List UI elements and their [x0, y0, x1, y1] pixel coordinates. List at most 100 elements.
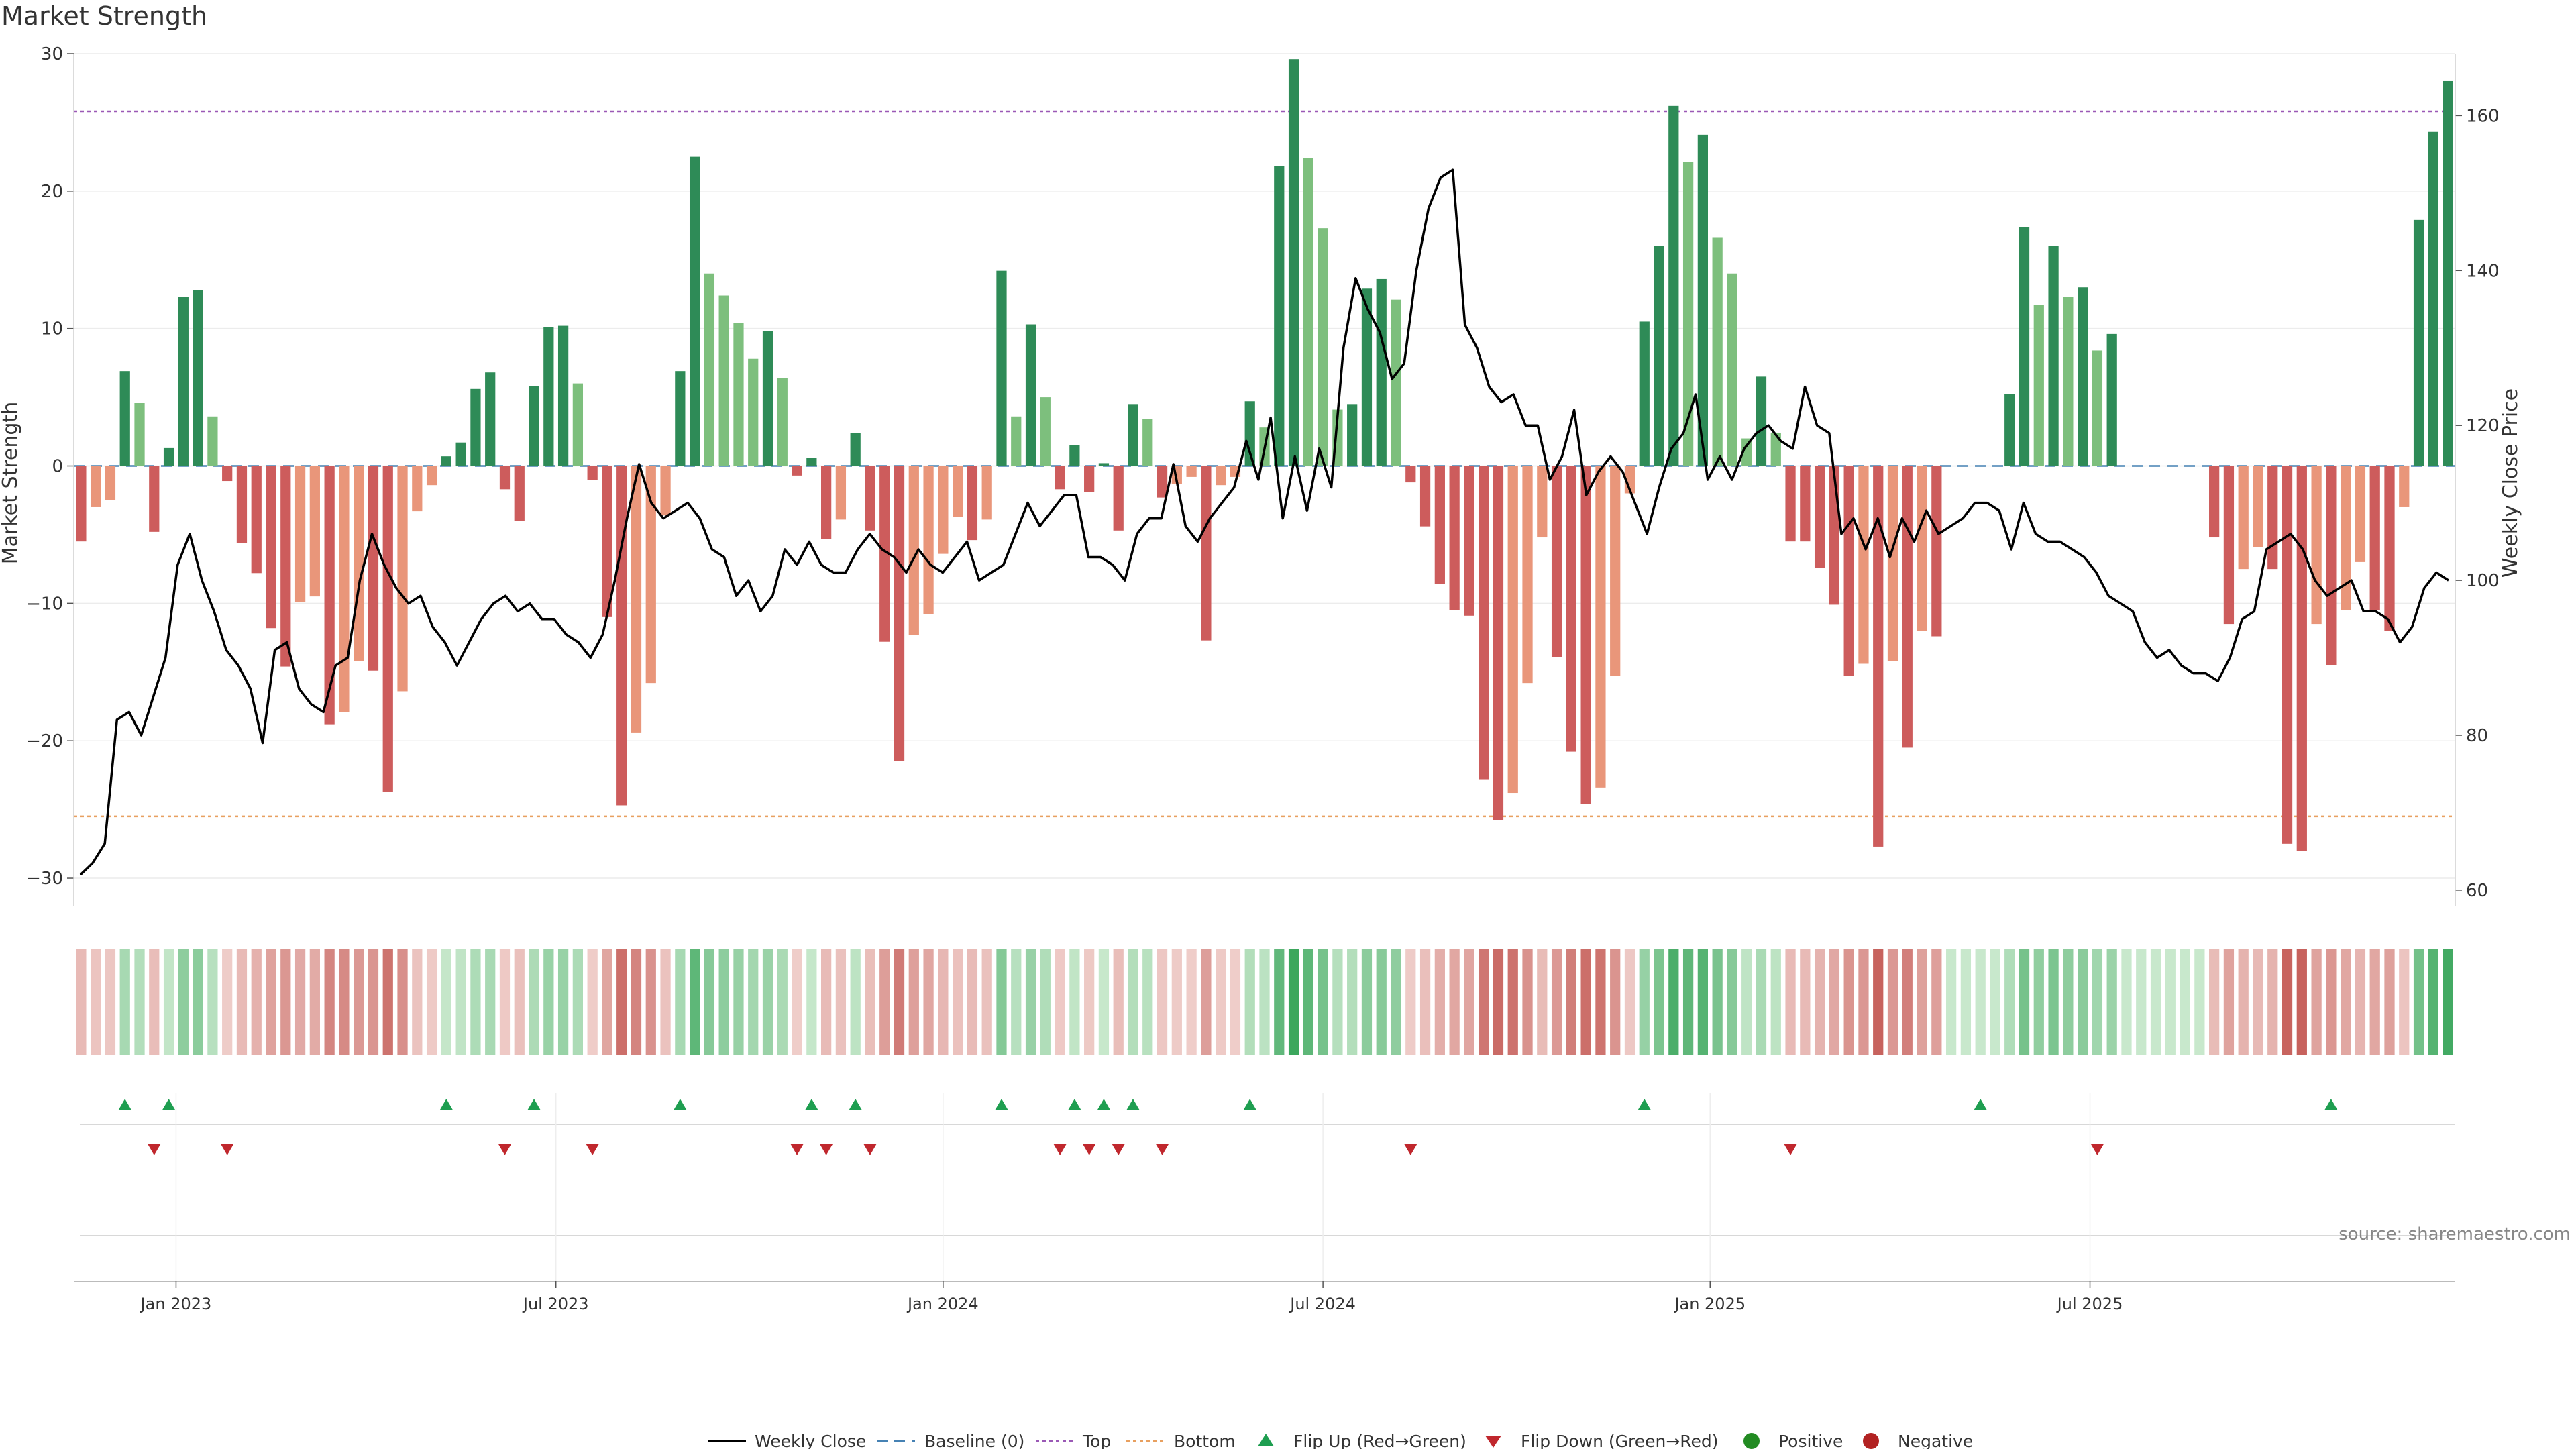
heat-cell: [339, 949, 350, 1055]
x-tick-label: Jan 2023: [140, 1295, 212, 1313]
heat-cell: [1770, 949, 1781, 1055]
x-tick-label: Jan 2024: [906, 1295, 979, 1313]
strength-bar: [2326, 466, 2337, 665]
heat-cell: [236, 949, 248, 1055]
heat-cell: [616, 949, 627, 1055]
legend-item-negative[interactable]: Negative: [1863, 1432, 1973, 1449]
strength-bar: [1361, 288, 1373, 466]
strength-bar: [2428, 131, 2438, 466]
legend-item-positive[interactable]: Positive: [1743, 1432, 1843, 1449]
heat-cell: [1230, 949, 1241, 1055]
x-tick-label: Jan 2025: [1673, 1295, 1746, 1313]
strength-bar: [2253, 466, 2263, 547]
strength-bar: [879, 466, 890, 642]
strength-bar: [1201, 466, 1212, 641]
strength-bar: [2399, 466, 2410, 507]
legend: Weekly Close Baseline (0) Top Bottom Fli…: [708, 1432, 1973, 1449]
heat-cell: [1990, 949, 2000, 1055]
legend-label: Flip Up (Red→Green): [1293, 1432, 1466, 1449]
heat-cell: [1171, 949, 1182, 1055]
heat-cell: [1595, 949, 1606, 1055]
strength-bar: [2267, 466, 2278, 570]
y-tick-label: 10: [41, 319, 63, 339]
legend-item-bottom[interactable]: Bottom: [1126, 1432, 1236, 1449]
flip-down-marker: [1155, 1144, 1169, 1155]
strength-bar: [1580, 466, 1591, 804]
strength-bar: [821, 466, 832, 539]
heat-cell: [382, 949, 393, 1055]
strength-bar: [1040, 397, 1051, 466]
heat-cell: [748, 949, 759, 1055]
strength-bar: [1551, 466, 1562, 657]
strength-bar: [163, 447, 174, 466]
strength-bar: [236, 466, 248, 543]
heat-cell: [2165, 949, 2176, 1055]
heat-cell: [280, 949, 291, 1055]
flip-down-marker: [147, 1144, 161, 1155]
heat-cell: [2238, 949, 2249, 1055]
legend-item-baseline[interactable]: Baseline (0): [877, 1432, 1024, 1449]
legend-label: Top: [1082, 1432, 1111, 1449]
strength-bar: [718, 295, 729, 466]
heat-cell: [2019, 949, 2030, 1055]
legend-item-flip-down[interactable]: Flip Down (Green→Red): [1485, 1432, 1719, 1449]
heat-cell: [543, 949, 554, 1055]
strength-bar: [557, 325, 569, 466]
heat-cell: [426, 949, 437, 1055]
strength-bar: [134, 402, 145, 466]
strength-bar: [1682, 162, 1694, 466]
heat-cell: [879, 949, 890, 1055]
strength-bar: [1025, 324, 1036, 466]
heat-cell: [1128, 949, 1138, 1055]
strength-bar: [1419, 466, 1431, 527]
strength-bar: [2165, 466, 2176, 467]
heat-cell: [1186, 949, 1197, 1055]
legend-item-flip-up[interactable]: Flip Up (Red→Green): [1258, 1432, 1466, 1449]
strength-bar: [382, 466, 393, 792]
heat-cell: [2180, 949, 2190, 1055]
strength-bar: [368, 466, 379, 671]
strength-bar: [1434, 466, 1445, 584]
heat-cell: [1785, 949, 1796, 1055]
heat-cell: [967, 949, 978, 1055]
strength-bar: [981, 466, 992, 520]
strength-bar: [1098, 463, 1110, 466]
heat-cell: [266, 949, 276, 1055]
strength-bar: [455, 442, 466, 466]
right-y-axis: 60 80 100 120 140 160: [2455, 54, 2500, 906]
heat-cell: [1201, 949, 1212, 1055]
strength-bar: [324, 466, 335, 724]
strength-bar: [996, 270, 1007, 466]
heat-cell: [178, 949, 189, 1055]
flip-up-marker: [118, 1099, 132, 1110]
strength-bar: [441, 456, 451, 466]
heat-cell: [1434, 949, 1445, 1055]
heat-cell: [938, 949, 949, 1055]
strength-bar: [1945, 466, 1957, 467]
heat-cell: [1566, 949, 1576, 1055]
strength-bar: [543, 327, 554, 466]
strength-bar: [2296, 466, 2307, 851]
heat-cell: [2326, 949, 2337, 1055]
strength-bar: [193, 290, 203, 466]
legend-item-weekly-close[interactable]: Weekly Close: [708, 1432, 866, 1449]
heat-cell: [1727, 949, 1737, 1055]
strength-bar: [1464, 466, 1474, 616]
legend-item-top[interactable]: Top: [1036, 1432, 1111, 1449]
heat-cell: [850, 949, 861, 1055]
heat-cell: [2253, 949, 2263, 1055]
strength-bar: [1858, 466, 1869, 664]
heat-cell: [222, 949, 233, 1055]
flip-down-marker: [1053, 1144, 1067, 1155]
heat-cell: [631, 949, 642, 1055]
heat-cell: [2413, 949, 2424, 1055]
heat-cell: [718, 949, 729, 1055]
y-axis-label: Market Strength: [0, 402, 22, 564]
flip-down-marker: [586, 1144, 600, 1155]
heat-cell: [1244, 949, 1255, 1055]
strength-bar: [2180, 466, 2190, 467]
strength-heat-strip: [76, 949, 2453, 1055]
strength-bar: [660, 466, 671, 516]
heat-cell: [2194, 949, 2205, 1055]
heat-cell: [1887, 949, 1898, 1055]
